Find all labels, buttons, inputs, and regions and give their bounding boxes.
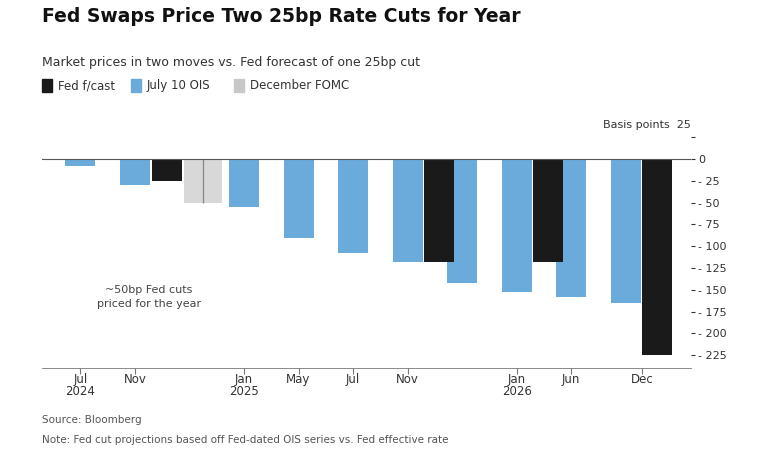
Bar — [120, 159, 150, 185]
Text: May: May — [286, 373, 311, 386]
Bar — [229, 159, 259, 207]
Bar — [424, 159, 454, 262]
Text: 2026: 2026 — [502, 385, 531, 398]
Text: Note: Fed cut projections based off Fed-dated OIS series vs. Fed effective rate: Note: Fed cut projections based off Fed-… — [42, 435, 449, 445]
Bar — [611, 159, 641, 303]
Bar — [151, 159, 181, 181]
Bar — [338, 159, 368, 253]
Text: Basis points  25: Basis points 25 — [604, 120, 691, 130]
Text: Jan: Jan — [508, 373, 526, 386]
Text: 2025: 2025 — [229, 385, 259, 398]
Text: Market prices in two moves vs. Fed forecast of one 25bp cut: Market prices in two moves vs. Fed forec… — [42, 56, 420, 69]
Bar — [502, 159, 531, 291]
Text: Source: Bloomberg: Source: Bloomberg — [42, 415, 142, 425]
Text: July 10 OIS: July 10 OIS — [147, 79, 210, 92]
Text: 2024: 2024 — [65, 385, 95, 398]
Text: Jan: Jan — [235, 373, 253, 386]
Bar — [184, 159, 222, 202]
Text: Dec: Dec — [631, 373, 654, 386]
Text: Jul: Jul — [346, 373, 360, 386]
Bar — [65, 159, 95, 166]
Text: Fed f/cast: Fed f/cast — [58, 79, 115, 92]
Text: Fed Swaps Price Two 25bp Rate Cuts for Year: Fed Swaps Price Two 25bp Rate Cuts for Y… — [42, 7, 521, 26]
Bar — [556, 159, 586, 297]
Bar — [392, 159, 422, 262]
Text: Nov: Nov — [124, 373, 147, 386]
Text: Jun: Jun — [562, 373, 581, 386]
Bar — [283, 159, 313, 238]
Text: December FOMC: December FOMC — [250, 79, 349, 92]
Text: ~50bp Fed cuts
priced for the year: ~50bp Fed cuts priced for the year — [97, 286, 200, 309]
Bar — [447, 159, 477, 283]
Bar — [533, 159, 563, 262]
Bar — [642, 159, 673, 355]
Text: Jul: Jul — [73, 373, 88, 386]
Text: Nov: Nov — [396, 373, 419, 386]
